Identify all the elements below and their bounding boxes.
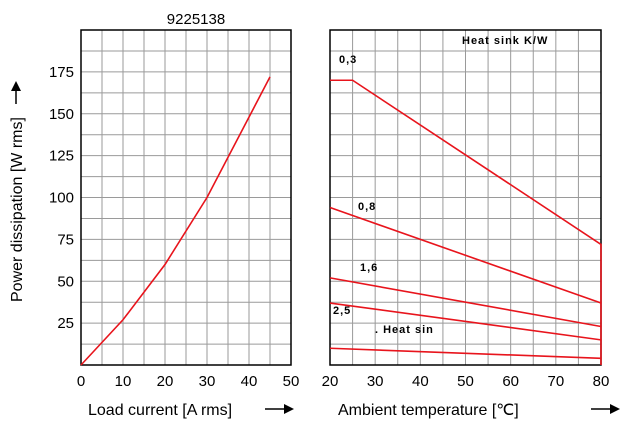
x-tick-label: 20: [157, 373, 174, 390]
series-line-3: [329, 302, 602, 341]
series-label: 0,3: [339, 54, 357, 66]
y-tick-label: 25: [57, 315, 74, 332]
x-tick-label: 50: [457, 373, 474, 390]
series-label: . Heat sin: [375, 324, 434, 336]
x-tick-label: 30: [199, 373, 216, 390]
x-axis-label-left: Load current [A rms]: [88, 402, 232, 419]
series-line: [80, 76, 271, 366]
grid: [81, 30, 601, 365]
series-line-4: [329, 347, 602, 360]
series-label: 1,6: [360, 262, 378, 274]
y-tick-label: 75: [57, 231, 74, 248]
y-tick-label: 150: [49, 106, 74, 123]
y-tick-label: 100: [49, 190, 74, 207]
x-tick-label: 80: [593, 373, 610, 390]
x-tick-label: 30: [367, 373, 384, 390]
series-line-0: [330, 79, 602, 365]
x-axis-label-right: Ambient temperature [℃]: [338, 402, 519, 419]
series-label: 0,8: [358, 201, 376, 213]
x-tick-label: 50: [283, 373, 300, 390]
y-tick-label: 50: [57, 273, 74, 290]
series-line-2: [329, 277, 602, 328]
y-tick-label: 175: [49, 64, 74, 81]
chart-title: 9225138: [167, 11, 225, 28]
y-tick-label: 125: [49, 148, 74, 165]
tick-labels: 0 10 20 30 40 50 25 50 75 100 125 150 175 20 30 40 50 60 7…: [49, 64, 609, 390]
x-tick-label: 0: [77, 373, 85, 390]
plot-frames: [80, 29, 602, 366]
x-tick-label: 70: [547, 373, 564, 390]
x-axis-arrow-icon-right: [591, 404, 620, 414]
x-tick-label: 40: [412, 373, 429, 390]
x-tick-label: 10: [115, 373, 132, 390]
x-axis-arrow-icon-left: [265, 404, 294, 414]
x-tick-label: 40: [241, 373, 258, 390]
arrow-icons: [11, 81, 620, 414]
series-line-1: [329, 206, 602, 304]
x-tick-label: 20: [322, 373, 339, 390]
x-tick-label: 60: [502, 373, 519, 390]
y-axis-label: Power dissipation [W rms]: [9, 117, 26, 302]
right-plot-frame: [329, 29, 602, 366]
left-plot-frame: [80, 29, 292, 366]
y-axis-arrow-icon: [11, 81, 21, 104]
series-label: 2,5: [333, 305, 351, 317]
legend-title: Heat sink K/W: [462, 35, 548, 47]
series: 0,3 0,8 1,6 2,5 . Heat sin: [80, 54, 602, 366]
